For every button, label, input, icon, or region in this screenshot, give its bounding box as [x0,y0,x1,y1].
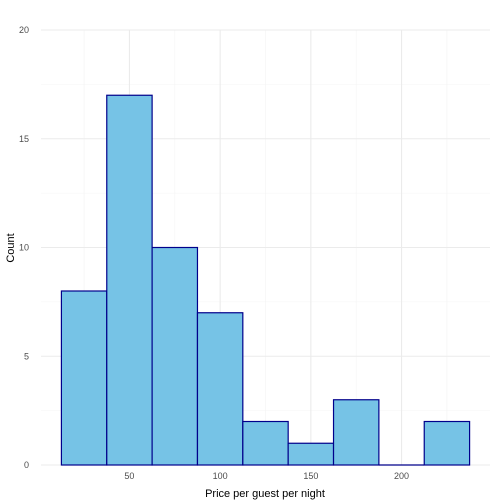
histogram-bar [60,290,108,466]
histogram-bar [287,442,335,466]
x-axis-tick-labels: 50 100 150 200 [124,471,409,481]
x-axis-title: Price per guest per night [205,488,325,500]
y-axis-tick-labels: 0 5 10 15 20 [19,25,29,470]
y-tick-label: 20 [19,25,29,35]
x-tick-label: 100 [213,471,228,481]
x-tick-label: 150 [303,471,318,481]
histogram-bar [151,246,199,466]
histogram-bar [332,399,380,466]
histogram-bar [423,420,471,466]
y-tick-label: 5 [24,351,29,361]
histogram-bars [60,94,471,466]
y-tick-label: 0 [24,460,29,470]
x-tick-label: 200 [394,471,409,481]
x-tick-label: 50 [124,471,134,481]
histogram-bar [106,94,153,466]
histogram-bar [242,420,289,466]
y-axis-title: Count [5,233,17,262]
histogram-bar [196,312,244,466]
y-tick-label: 15 [19,134,29,144]
y-tick-label: 10 [19,243,29,253]
